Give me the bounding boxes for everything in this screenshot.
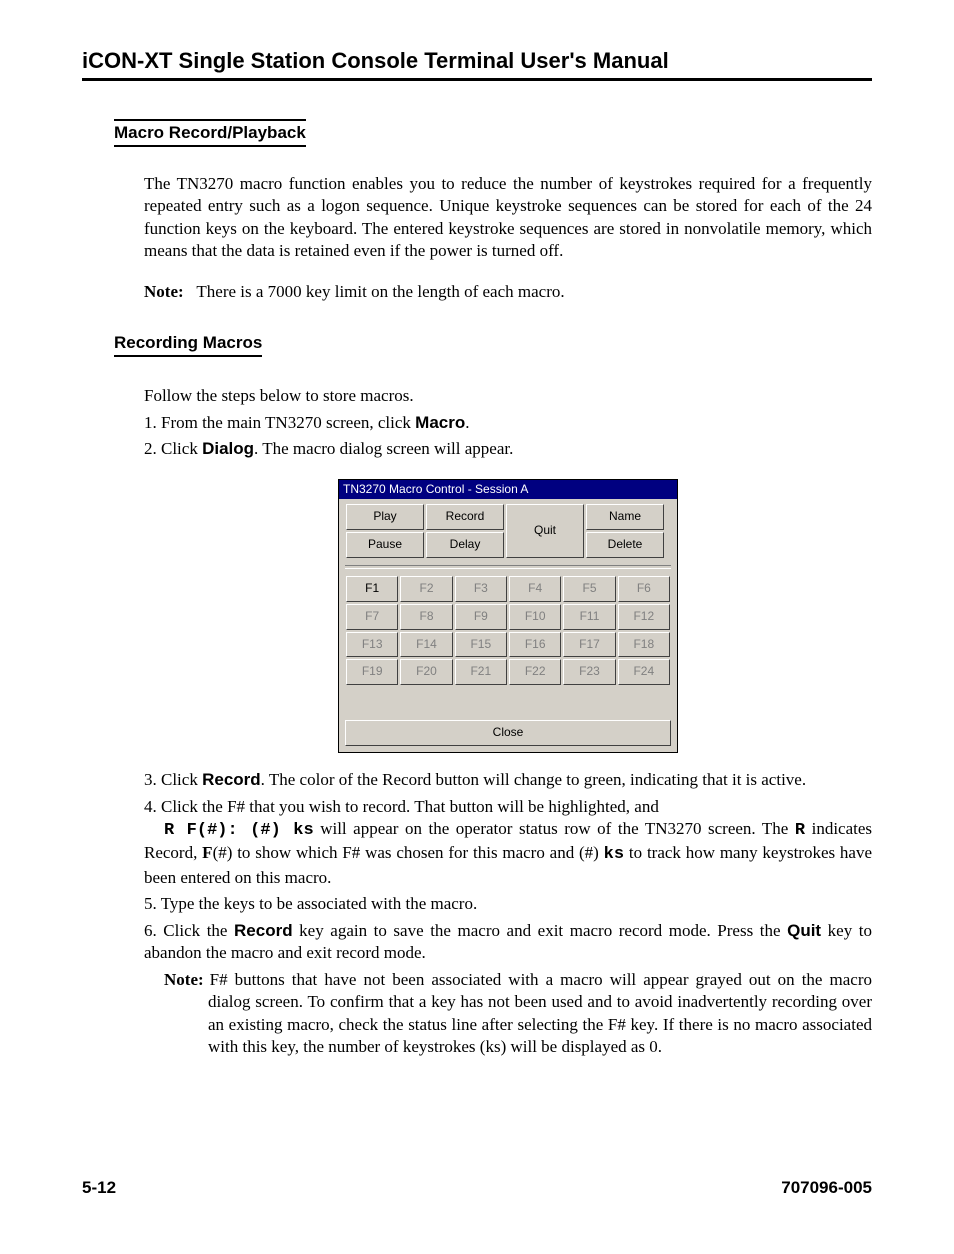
heading-recording-macros: Recording Macros	[114, 333, 262, 357]
dialog-divider	[345, 565, 671, 569]
fkey-f8[interactable]: F8	[400, 604, 452, 630]
fkey-f10[interactable]: F10	[509, 604, 561, 630]
document-header: iCON-XT Single Station Console Terminal …	[82, 48, 872, 81]
record-button[interactable]: Record	[426, 504, 504, 530]
steps-block: Follow the steps below to store macros. …	[144, 385, 872, 1058]
page-number: 5-12	[82, 1178, 116, 1198]
intro-block: The TN3270 macro function enables you to…	[144, 173, 872, 303]
fkey-f1[interactable]: F1	[346, 576, 398, 602]
fkey-f6[interactable]: F6	[618, 576, 670, 602]
fkey-f5[interactable]: F5	[563, 576, 615, 602]
fkey-f11[interactable]: F11	[563, 604, 615, 630]
intro-paragraph: The TN3270 macro function enables you to…	[144, 173, 872, 263]
name-button[interactable]: Name	[586, 504, 664, 530]
fkey-f22[interactable]: F22	[509, 659, 561, 685]
step-5: 5. Type the keys to be associated with t…	[144, 893, 872, 915]
document-number: 707096-005	[781, 1178, 872, 1198]
pause-button[interactable]: Pause	[346, 532, 424, 558]
step-6-note-body: F# buttons that have not been associated…	[208, 969, 872, 1059]
page: iCON-XT Single Station Console Terminal …	[0, 0, 954, 1254]
delay-button[interactable]: Delay	[426, 532, 504, 558]
heading-macro-record-playback: Macro Record/Playback	[114, 119, 306, 147]
fkey-f16[interactable]: F16	[509, 632, 561, 658]
fkey-f24[interactable]: F24	[618, 659, 670, 685]
delete-button[interactable]: Delete	[586, 532, 664, 558]
dialog-titlebar: TN3270 Macro Control - Session A	[339, 480, 677, 500]
macro-dialog: TN3270 Macro Control - Session A Play Re…	[338, 479, 678, 754]
step-3: 3. Click Record. The color of the Record…	[144, 769, 872, 791]
note-line: Note: There is a 7000 key limit on the l…	[144, 281, 872, 303]
step-2: 2. Click Dialog. The macro dialog screen…	[144, 438, 872, 460]
steps-intro: Follow the steps below to store macros.	[144, 385, 872, 407]
fkey-f13[interactable]: F13	[346, 632, 398, 658]
note-label: Note:	[144, 282, 184, 301]
play-button[interactable]: Play	[346, 504, 424, 530]
fkey-f7[interactable]: F7	[346, 604, 398, 630]
fkey-f9[interactable]: F9	[455, 604, 507, 630]
step-4: 4. Click the F# that you wish to record.…	[144, 796, 872, 890]
quit-button[interactable]: Quit	[506, 504, 584, 558]
step-6-note: Note: F# buttons that have not been asso…	[164, 969, 872, 1059]
note-label-2: Note:	[164, 969, 204, 991]
fkey-f4[interactable]: F4	[509, 576, 561, 602]
fkey-f12[interactable]: F12	[618, 604, 670, 630]
fkey-f23[interactable]: F23	[563, 659, 615, 685]
fkey-f18[interactable]: F18	[618, 632, 670, 658]
fkey-f14[interactable]: F14	[400, 632, 452, 658]
close-button[interactable]: Close	[345, 720, 671, 746]
fkey-f20[interactable]: F20	[400, 659, 452, 685]
fkey-f15[interactable]: F15	[455, 632, 507, 658]
page-footer: 5-12 707096-005	[82, 1178, 872, 1198]
step-6: 6. Click the Record key again to save th…	[144, 920, 872, 965]
fkey-f19[interactable]: F19	[346, 659, 398, 685]
fkey-f21[interactable]: F21	[455, 659, 507, 685]
fkey-f17[interactable]: F17	[563, 632, 615, 658]
step-1: 1. From the main TN3270 screen, click Ma…	[144, 412, 872, 434]
fkey-f3[interactable]: F3	[455, 576, 507, 602]
fkey-grid: F1F2F3F4F5F6F7F8F9F10F11F12F13F14F15F16F…	[339, 573, 677, 690]
note-text: There is a 7000 key limit on the length …	[196, 282, 564, 301]
fkey-f2[interactable]: F2	[400, 576, 452, 602]
